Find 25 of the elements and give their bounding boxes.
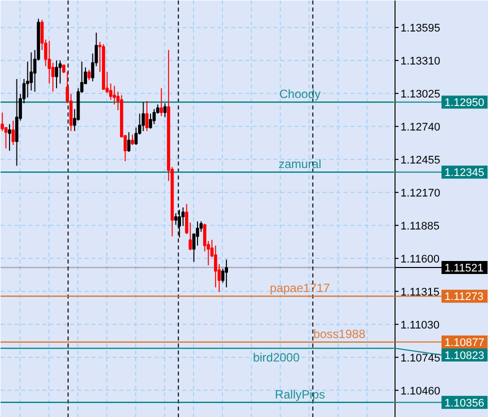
ref-line-label: papae1717 — [270, 281, 330, 296]
text: 1.10823 — [444, 350, 484, 362]
text: 1.10877 — [444, 337, 484, 350]
text: 1.11521 — [444, 262, 484, 275]
ref-line-label: Choody — [279, 87, 321, 102]
y-tick-label: 1.10460 — [400, 385, 440, 398]
text: 1.12345 — [444, 167, 484, 180]
y-tick-label: 1.13025 — [400, 88, 440, 100]
y-tick-label: 1.11030 — [400, 319, 440, 332]
y-tick-label: 1.12170 — [400, 187, 440, 200]
y-tick-label: 1.13595 — [400, 22, 440, 34]
y-tick-label: 1.11885 — [400, 220, 440, 232]
ref-line-label: zamural — [278, 157, 322, 172]
y-tick-label: 1.12455 — [400, 154, 440, 166]
text: 1.11273 — [444, 291, 484, 304]
y-tick-label: 1.10745 — [400, 352, 440, 364]
y-tick-label: 1.11600 — [400, 253, 440, 266]
text: 1.10356 — [444, 397, 484, 410]
text: 1.12950 — [444, 97, 484, 110]
y-tick-label: 1.11315 — [400, 286, 440, 298]
ref-line-label: RallyPips — [274, 387, 325, 402]
y-tick-label: 1.12740 — [400, 121, 440, 134]
ref-line-label: bird2000 — [252, 350, 300, 364]
y-tick-label: 1.13310 — [400, 55, 440, 68]
ref-line-label: boss1988 — [313, 327, 366, 342]
